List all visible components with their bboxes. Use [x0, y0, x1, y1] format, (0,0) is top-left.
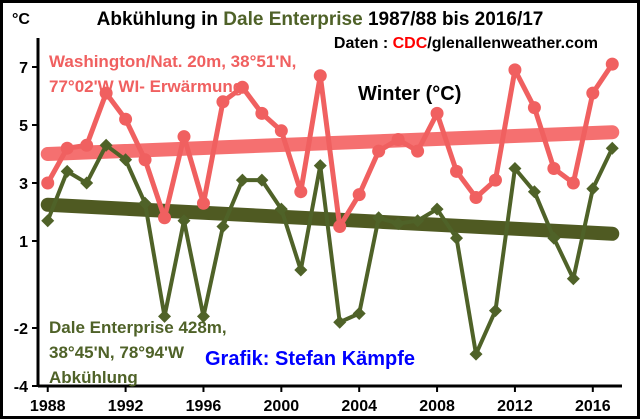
y-tick-label: -2 [14, 321, 28, 338]
washington-point [216, 95, 230, 109]
dale-label-line2: 38°45'N, 78°94'W [49, 343, 185, 362]
source-cdc: CDC [393, 35, 428, 52]
dale-point [99, 138, 113, 152]
dale-point [488, 304, 502, 318]
washington-point [235, 80, 249, 94]
dale-point [411, 214, 425, 228]
dale-point [508, 162, 522, 175]
washington-point [196, 196, 210, 210]
washington-point [119, 112, 133, 126]
x-tick-label: 2000 [264, 398, 300, 415]
dale-point [255, 173, 269, 187]
dale-point [527, 185, 541, 199]
washington-label-line1: Washington/Nat. 20m, 38°51'N, [49, 52, 296, 71]
y-tick-label: 5 [19, 118, 28, 135]
y-unit-label: °C [12, 11, 30, 28]
washington-point [547, 162, 561, 175]
dale-point [235, 173, 249, 187]
dale-point [391, 217, 405, 231]
y-tick-label: 7 [19, 60, 28, 77]
washington-point [333, 220, 347, 233]
data-source: Daten : CDC/glenallenweather.com [334, 35, 598, 52]
washington-point [177, 130, 191, 144]
washington-point [80, 138, 94, 152]
dale-label-line3: Abkühlung [49, 368, 138, 387]
chart-title: Abkühlung in Dale Enterprise 1987/88 bis… [97, 9, 544, 30]
x-tick-label: 1992 [108, 398, 144, 415]
washington-point [274, 124, 288, 138]
dale-point [60, 164, 74, 178]
dale-point [274, 202, 288, 216]
point-layer [41, 57, 619, 361]
y-tick-label: -4 [14, 379, 28, 396]
washington-point [488, 173, 502, 187]
x-tick-label: 2016 [575, 398, 611, 415]
dale-point [566, 272, 580, 286]
dale-point [294, 263, 308, 277]
washington-point [60, 141, 74, 155]
washington-point [411, 144, 425, 158]
washington-point [158, 211, 172, 225]
series-layer [45, 62, 615, 357]
washington-point [99, 86, 113, 100]
dale-point [372, 211, 386, 225]
dale-point [430, 202, 444, 216]
washington-point [469, 191, 483, 204]
dale-point [80, 176, 94, 190]
dale-point [313, 159, 327, 173]
dale-point [469, 347, 483, 361]
washington-point [372, 144, 386, 158]
washington-label-line2: 77°02'W WI- Erwärmung [49, 77, 243, 96]
washington-point [352, 188, 366, 202]
dale-point [333, 315, 347, 329]
dale-point [119, 153, 133, 167]
washington-point [430, 106, 444, 120]
washington-point [391, 133, 405, 146]
dale-point [158, 309, 172, 323]
y-tick-label: 1 [19, 234, 28, 251]
dale-point [177, 214, 191, 228]
dale-point [216, 220, 230, 233]
dale-point [547, 231, 561, 245]
washington-point [294, 185, 308, 199]
x-tick-label: 2008 [419, 398, 455, 415]
washington-point [508, 63, 522, 77]
chart-credit: Grafik: Stefan Kämpfe [205, 348, 415, 370]
dale-point [586, 182, 600, 196]
dale-point [196, 309, 210, 323]
x-tick-label: 1988 [30, 398, 66, 415]
washington-point [450, 164, 464, 178]
washington-point [566, 176, 580, 190]
dale-trend-line [40, 197, 620, 241]
washington-point [605, 57, 619, 71]
dale-point [605, 141, 619, 155]
washington-point [255, 106, 269, 120]
x-tick-label: 1996 [186, 398, 222, 415]
season-label: Winter (°C) [358, 83, 461, 105]
dale-point [41, 214, 55, 228]
washington-point [313, 69, 327, 83]
washington-point [527, 101, 541, 115]
washington-series-line [45, 62, 615, 229]
x-tick-label: 2012 [497, 398, 533, 415]
dale-point [450, 231, 464, 245]
dale-point [352, 307, 366, 320]
washington-point [138, 153, 152, 167]
dale-point [138, 196, 152, 210]
x-tick-label: 2004 [341, 398, 377, 415]
chart-title-highlight: Dale Enterprise [223, 9, 362, 30]
y-tick-label: 3 [19, 176, 28, 193]
dale-series-line [45, 143, 615, 357]
washington-point [41, 176, 55, 190]
dale-label-line1: Dale Enterprise 428m, [49, 318, 227, 337]
washington-point [586, 86, 600, 100]
